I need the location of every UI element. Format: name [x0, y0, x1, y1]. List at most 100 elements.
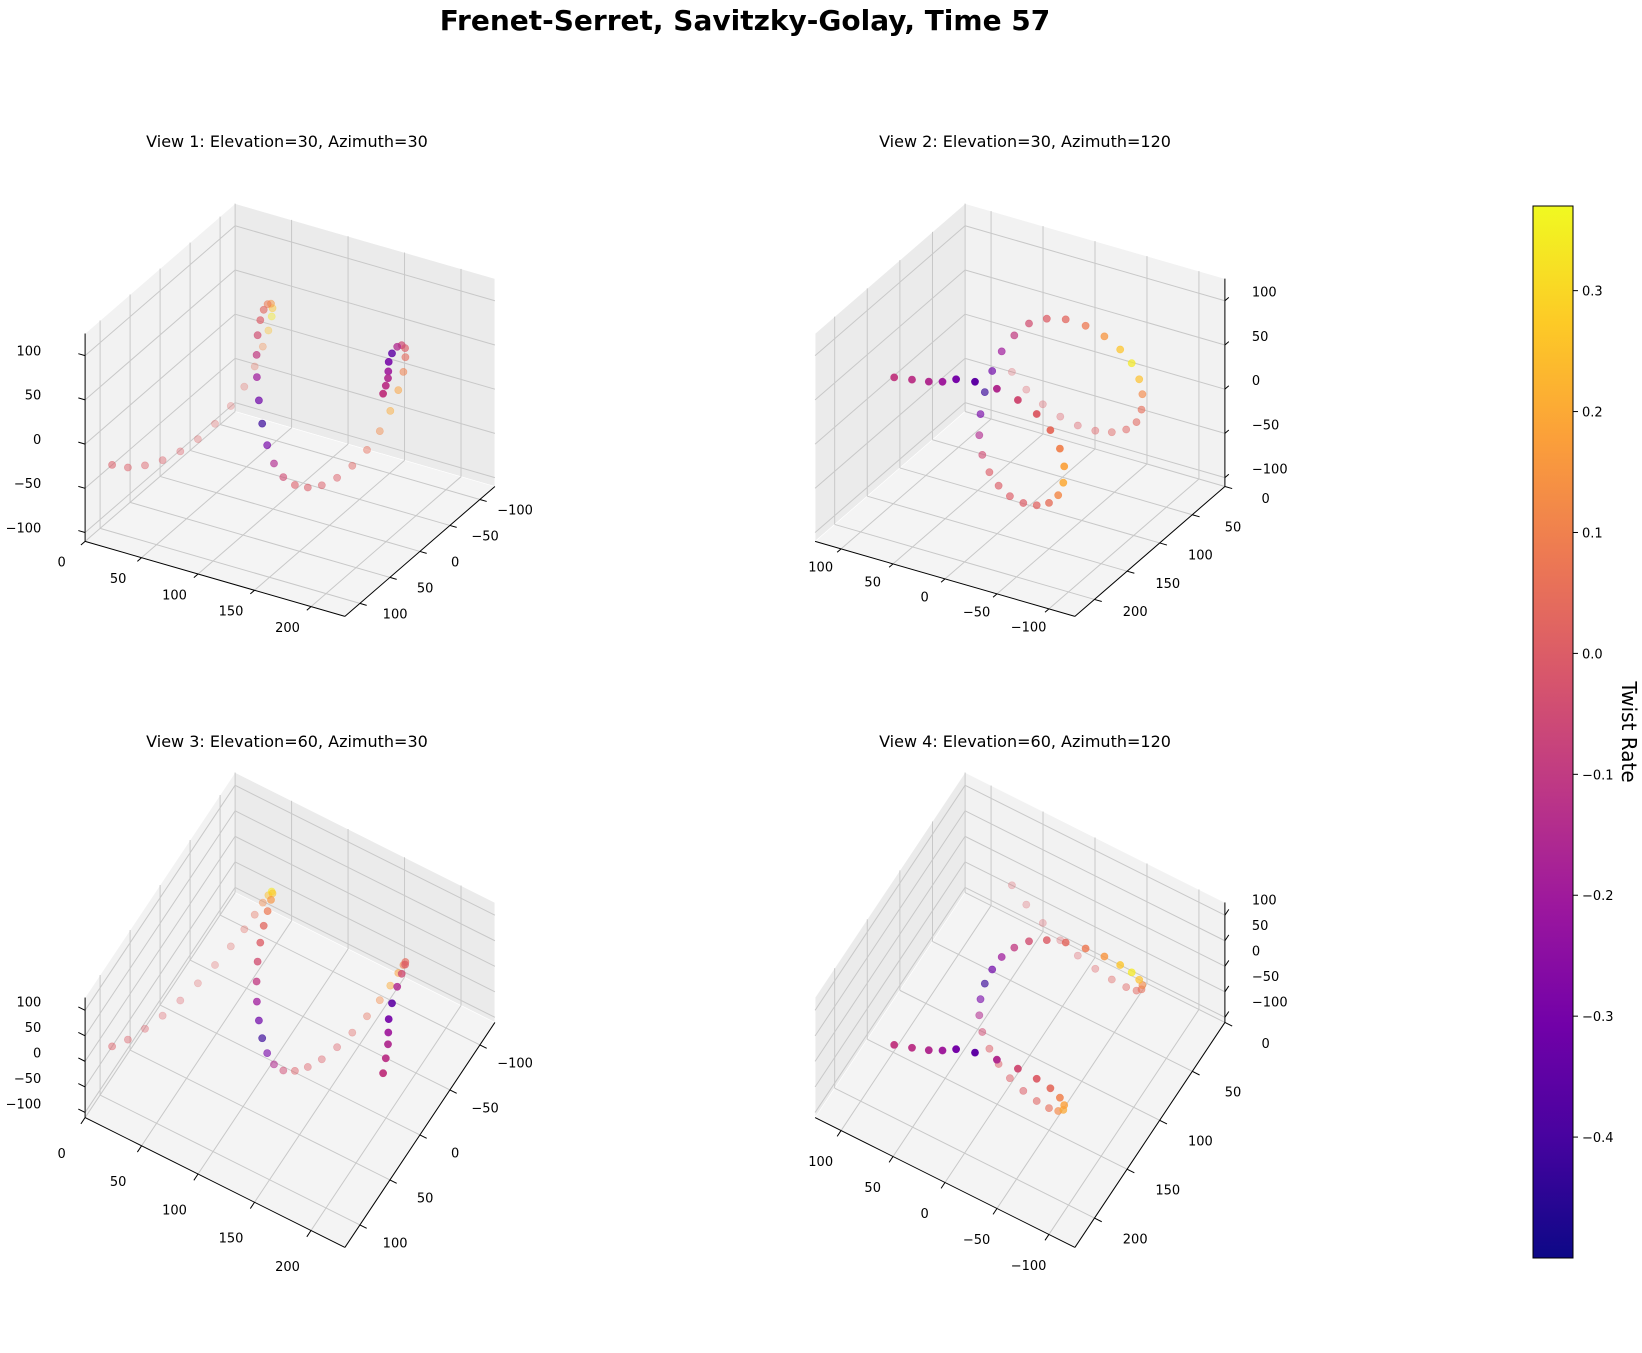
colorbar-tick-label: −0.3 — [1582, 1010, 1614, 1025]
x-tick-label: 50 — [864, 1181, 881, 1196]
grid-line — [814, 861, 966, 1088]
data-point — [1022, 385, 1031, 394]
data-point — [980, 979, 989, 988]
data-point — [263, 907, 272, 915]
data-point — [363, 1012, 371, 1021]
data-point — [1014, 1064, 1022, 1073]
grid-line — [834, 1087, 1095, 1219]
grid-line — [1048, 1009, 1200, 1235]
data-point — [226, 402, 235, 410]
x-tick-mark — [479, 498, 487, 502]
data-point — [1056, 444, 1064, 453]
data-point — [1073, 421, 1082, 430]
data-point — [1054, 491, 1063, 500]
y-tick-mark — [1159, 1119, 1168, 1125]
x-tick-label: −50 — [471, 530, 498, 545]
data-point — [1032, 1097, 1041, 1105]
data-point — [1045, 498, 1053, 507]
data-point — [176, 447, 185, 456]
data-point — [1019, 499, 1028, 507]
y-tick-mark — [249, 1201, 255, 1209]
chart-title: Frenet-Serret, Savitzky-Golay, Time 57 — [439, 4, 1051, 37]
y-tick-mark — [80, 540, 86, 546]
data-point — [1116, 961, 1125, 969]
data-point — [384, 374, 392, 383]
z-tick-mark — [78, 1057, 86, 1062]
y-tick-label: 50 — [110, 572, 127, 587]
data-point — [256, 316, 265, 324]
x-tick-mark — [359, 602, 367, 606]
data-point — [401, 960, 409, 969]
grid-line — [197, 443, 349, 575]
data-point — [384, 357, 393, 366]
data-point — [263, 1049, 272, 1057]
y-tick-label: 150 — [219, 605, 244, 620]
data-point — [258, 419, 267, 428]
y-tick-label: 50 — [1225, 1086, 1242, 1101]
grid-line — [189, 959, 451, 1091]
grid-line — [84, 861, 236, 1088]
data-point — [270, 459, 278, 468]
y-tick-label: 200 — [1123, 605, 1148, 620]
data-point — [388, 999, 396, 1008]
x-tick-mark — [419, 1134, 427, 1139]
y-tick-mark — [136, 1145, 142, 1153]
y-tick-label: 150 — [1155, 577, 1180, 592]
data-point — [386, 981, 395, 990]
data-point — [1006, 1074, 1014, 1083]
z-tick-label: −50 — [14, 477, 41, 492]
y-tick-mark — [250, 589, 255, 595]
data-point — [252, 977, 261, 986]
data-point — [1025, 319, 1033, 328]
x-tick-label: −50 — [471, 1102, 498, 1117]
grid-line — [814, 785, 966, 1011]
data-point — [158, 1011, 167, 1020]
data-point — [393, 342, 402, 351]
data-point — [1025, 937, 1033, 946]
grid-line — [1048, 478, 1200, 610]
data-point — [193, 979, 202, 988]
data-point — [256, 938, 265, 947]
data-point — [1046, 426, 1055, 434]
data-point — [1107, 975, 1116, 984]
grid-line — [234, 269, 496, 346]
data-point — [997, 953, 1006, 961]
x-tick-mark — [449, 1089, 457, 1094]
data-point — [267, 312, 276, 321]
grid-line — [310, 1005, 462, 1231]
data-point — [976, 995, 985, 1004]
data-point — [264, 326, 273, 335]
subplot-3: View 3: Elevation=60, Azimuth=30 −100 −50 0… — [6, 732, 533, 1275]
data-point — [1081, 944, 1090, 953]
data-point — [254, 396, 263, 405]
grid-line — [964, 892, 1226, 1023]
grid-line — [964, 886, 1226, 1018]
z-tick-mark — [1224, 473, 1230, 479]
colorbar-tick-label: 0.2 — [1582, 406, 1603, 421]
colorbar-tick-label: −0.1 — [1582, 768, 1614, 783]
x-tick-label: −50 — [963, 1233, 990, 1248]
grid-line — [814, 887, 966, 1113]
y-tick-mark — [137, 557, 142, 562]
grid-line — [219, 423, 481, 500]
data-point — [226, 942, 235, 951]
y-tick-mark — [1224, 1022, 1233, 1027]
data-point — [388, 349, 396, 358]
data-point — [253, 957, 262, 966]
z-tick-mark — [1224, 429, 1230, 434]
z-tick-label: −50 — [14, 1072, 41, 1087]
z-tick-label: −100 — [1252, 463, 1288, 478]
x-tick-mark — [836, 1130, 842, 1137]
data-point — [994, 481, 1003, 490]
grid-line — [234, 861, 496, 993]
z-tick-label: 100 — [1252, 894, 1277, 909]
data-point — [952, 1045, 960, 1054]
data-point — [270, 1060, 278, 1069]
data-point — [971, 1048, 979, 1057]
grid-line — [84, 402, 236, 533]
data-point — [193, 435, 202, 443]
data-point — [124, 463, 132, 472]
z-tick-label: 100 — [16, 344, 41, 359]
data-point — [1010, 943, 1019, 952]
x-tick-label: −100 — [497, 1057, 533, 1072]
